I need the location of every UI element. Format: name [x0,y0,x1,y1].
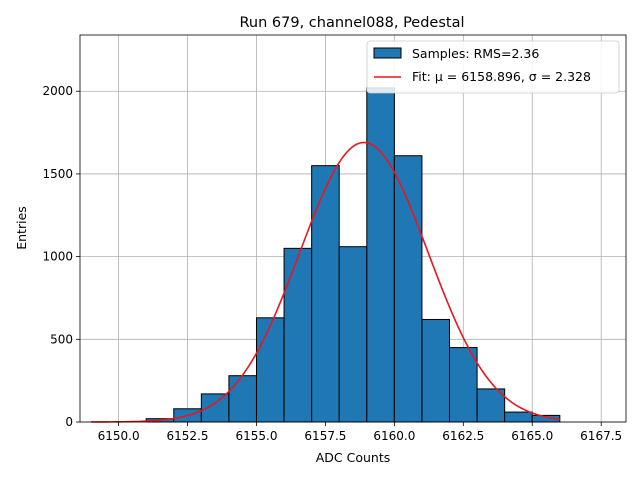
x-tick-label-3: 6157.5 [304,429,346,443]
y-axis-label: Entries [14,206,29,250]
y-tick-label-3: 1500 [42,167,73,181]
histogram-bar [311,165,340,423]
x-tick-label-0: 6150.0 [98,429,140,443]
y-tick-label-4: 2000 [42,84,73,98]
histogram-bar [228,375,257,423]
x-tick-label-7: 6167.5 [580,429,622,443]
legend-swatch-samples [373,47,402,59]
histogram-bar [504,411,533,423]
histogram-bar [283,247,313,423]
histogram-bar [338,246,368,423]
histogram-bar [449,347,478,423]
y-tick-label-0: 0 [65,415,73,429]
fit-curve [91,141,560,423]
y-tick-label-1: 500 [50,332,73,346]
histogram-bar [255,317,285,423]
y-tick-label-2: 1000 [42,250,73,264]
y-axis-ticks: 0 500 1000 1500 2000 [42,84,80,429]
legend-label-fit: Fit: μ = 6158.896, σ = 2.328 [412,69,591,84]
x-tick-label-5: 6162.5 [442,429,484,443]
plot-frame [79,34,627,423]
legend-box [366,40,620,94]
histogram-bar [421,318,451,423]
x-tick-label-6: 6165.0 [511,429,553,443]
x-tick-label-4: 6160.0 [373,429,415,443]
x-axis-label: ADC Counts [316,450,391,465]
x-tick-label-2: 6155.0 [235,429,277,443]
legend: Samples: RMS=2.36 Fit: μ = 6158.896, σ =… [366,40,620,94]
histogram-bar [393,155,423,423]
chart-title: Run 679, channel088, Pedestal [239,15,464,31]
legend-label-samples: Samples: RMS=2.36 [412,46,539,61]
histogram-bars [145,87,561,423]
x-tick-label-1: 6152.5 [167,429,209,443]
x-axis-ticks: 6150.0 6152.5 6155.0 6157.5 6160.0 6162.5 6165… [98,422,622,443]
histogram-bar [366,87,395,423]
